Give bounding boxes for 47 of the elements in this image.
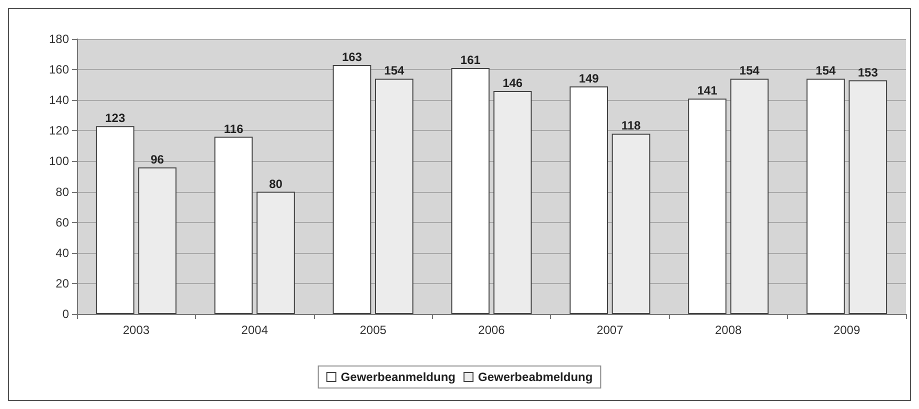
- data-label: 80: [269, 176, 283, 191]
- data-label: 154: [816, 64, 836, 78]
- data-label: 123: [105, 111, 126, 126]
- bar: [96, 126, 134, 314]
- bar: [451, 68, 490, 314]
- bar: [848, 80, 888, 314]
- bar: [730, 78, 769, 314]
- x-tick-label: 2006: [478, 323, 506, 337]
- y-tick-label: 60: [56, 215, 70, 230]
- bar: [374, 78, 414, 314]
- bar: [688, 98, 726, 314]
- bar: [138, 167, 176, 314]
- data-label: 141: [697, 84, 718, 98]
- y-tick-label: 160: [48, 62, 70, 77]
- x-tick-label: 2004: [241, 323, 268, 337]
- y-tick-label: 120: [48, 124, 70, 138]
- y-tick-label: 100: [48, 154, 70, 168]
- y-tick-label: 40: [56, 246, 70, 260]
- y-tick-label: 80: [56, 184, 70, 199]
- data-label: 161: [460, 53, 481, 68]
- data-label: 163: [342, 50, 362, 64]
- y-tick-label: 20: [56, 276, 70, 290]
- data-label: 154: [384, 64, 404, 78]
- data-label: 153: [858, 65, 878, 80]
- y-tick-label: 180: [48, 32, 70, 46]
- data-label: 146: [502, 76, 523, 90]
- bar: [256, 192, 295, 314]
- data-label: 96: [150, 152, 164, 166]
- bar: [214, 136, 253, 314]
- x-tick-label: 2007: [596, 323, 624, 337]
- legend-label: Gewerbeabmeldung: [478, 370, 593, 384]
- x-tick-label: 2009: [833, 323, 860, 337]
- data-label: 118: [621, 118, 642, 133]
- bar: [332, 64, 372, 314]
- data-label: 154: [739, 64, 760, 78]
- bar: [806, 78, 845, 314]
- y-tick-label: 140: [48, 93, 70, 108]
- bar: [570, 86, 608, 314]
- data-label: 116: [224, 122, 244, 136]
- x-tick-label: 2008: [715, 323, 742, 337]
- y-tick-label: 0: [62, 307, 70, 321]
- data-label: 149: [578, 71, 600, 86]
- legend-label: Gewerbeanmeldung: [340, 370, 456, 384]
- x-tick-label: 2005: [360, 323, 387, 337]
- bar: [493, 90, 532, 314]
- x-tick-label: 2003: [122, 323, 150, 337]
- bar: [612, 134, 650, 314]
